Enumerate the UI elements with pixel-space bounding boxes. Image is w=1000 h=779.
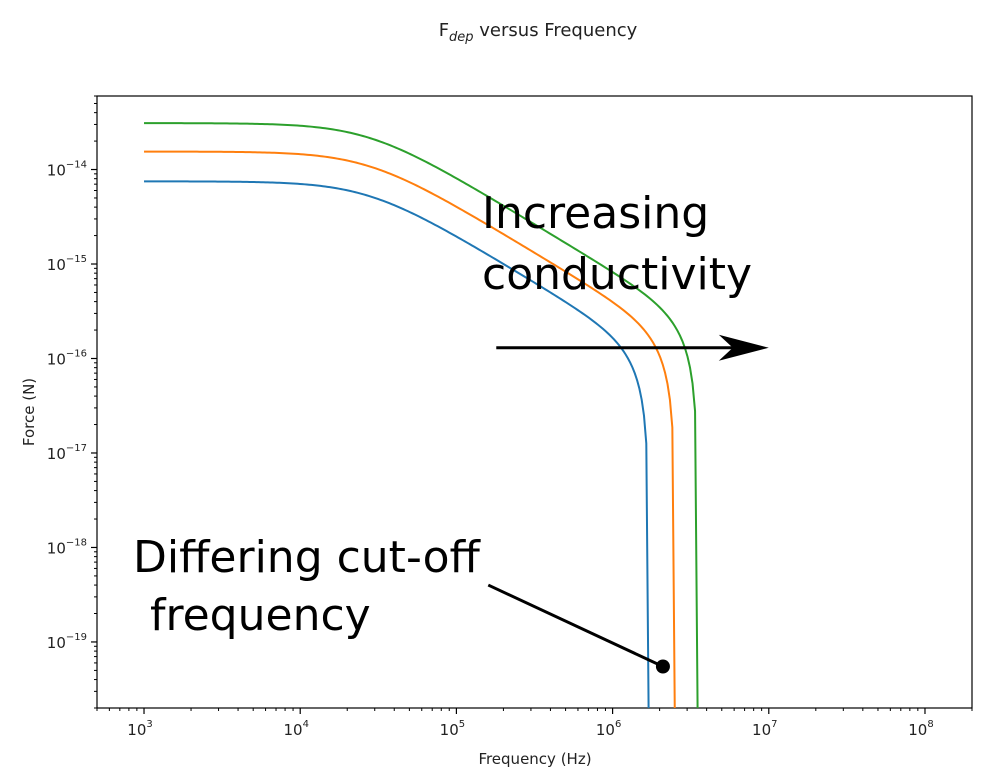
x-tick-label: 105 bbox=[440, 719, 465, 739]
y-tick-label: 10−16 bbox=[47, 348, 87, 368]
y-tick-label: 10−15 bbox=[47, 254, 87, 274]
series-lines bbox=[144, 122, 699, 709]
annotation-increasing-line2: conductivity bbox=[482, 249, 752, 300]
series-line bbox=[144, 150, 676, 709]
series-line bbox=[144, 122, 699, 709]
x-tick-label: 104 bbox=[283, 719, 308, 739]
chart-title: Fdep versus Frequency bbox=[439, 20, 638, 45]
x-axis-label: Frequency (Hz) bbox=[478, 750, 591, 768]
series-line bbox=[144, 180, 650, 709]
x-tick-label: 108 bbox=[908, 719, 933, 739]
x-tick-label: 106 bbox=[596, 719, 621, 739]
cutoff-pointer-line bbox=[487, 583, 664, 668]
increasing-arrow-head bbox=[718, 334, 769, 361]
y-axis-label: Force (N) bbox=[20, 378, 38, 446]
x-tick-label: 103 bbox=[127, 719, 152, 739]
y-axis-ticks: 10−14 10−15 10−16 10−17 10−18 10−19 bbox=[47, 95, 97, 709]
plot-frame bbox=[96, 95, 973, 709]
cutoff-pointer-dot bbox=[655, 659, 670, 674]
y-tick-label: 10−18 bbox=[47, 537, 87, 557]
annotation-increasing-line1: Increasing bbox=[482, 188, 709, 239]
y-tick-label: 10−14 bbox=[47, 160, 87, 180]
y-tick-label: 10−19 bbox=[47, 632, 87, 652]
annotation-cutoff-line1: Differing cut-off bbox=[133, 532, 482, 583]
x-tick-label: 107 bbox=[752, 719, 777, 739]
x-axis-ticks: 103 104 105 106 107 108 bbox=[96, 708, 973, 739]
y-tick-label: 10−17 bbox=[47, 443, 87, 463]
annotation-cutoff-line2: frequency bbox=[150, 590, 371, 641]
